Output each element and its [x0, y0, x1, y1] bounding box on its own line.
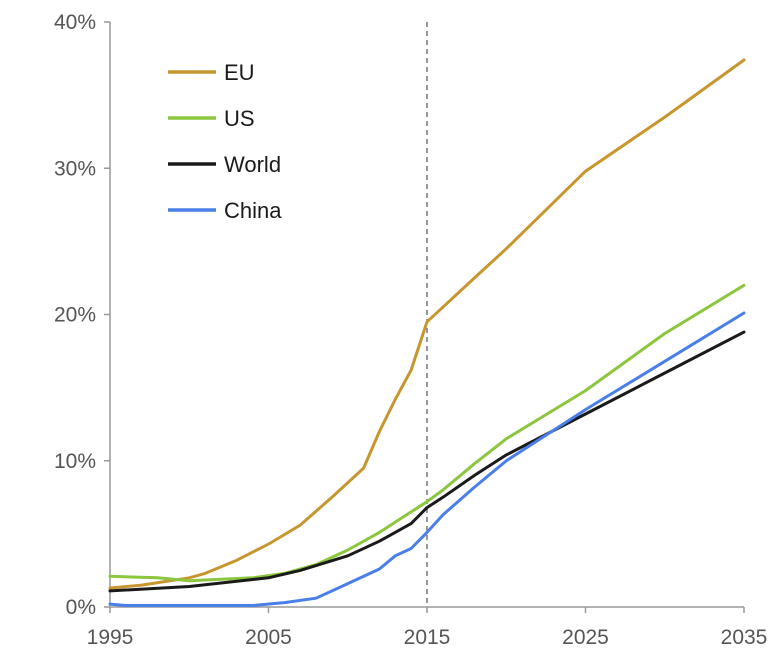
x-axis-ticks: 1995 2005 2015 2025 2035	[87, 607, 768, 649]
legend-label-us: US	[224, 106, 255, 131]
series-line-china	[108, 311, 746, 607]
x-tick-label: 2025	[562, 626, 609, 649]
x-tick-label: 2015	[404, 626, 451, 649]
y-tick-label: 10%	[54, 450, 96, 473]
y-axis-ticks: 0% 10% 20% 30% 40%	[54, 11, 110, 619]
series-line-world	[108, 330, 746, 593]
series-line-eu	[108, 58, 746, 590]
series-lines	[108, 58, 746, 607]
legend-label-world: World	[224, 152, 281, 177]
legend: EU US World China	[168, 60, 282, 223]
series-line-us	[108, 283, 746, 583]
y-tick-label: 30%	[54, 157, 96, 180]
y-tick-label: 0%	[66, 596, 96, 619]
x-tick-label: 2035	[721, 626, 768, 649]
x-tick-label: 2005	[245, 626, 292, 649]
y-tick-label: 40%	[54, 11, 96, 34]
y-tick-label: 20%	[54, 304, 96, 327]
x-tick-label: 1995	[87, 626, 134, 649]
legend-label-eu: EU	[224, 60, 255, 85]
legend-label-china: China	[224, 198, 282, 223]
